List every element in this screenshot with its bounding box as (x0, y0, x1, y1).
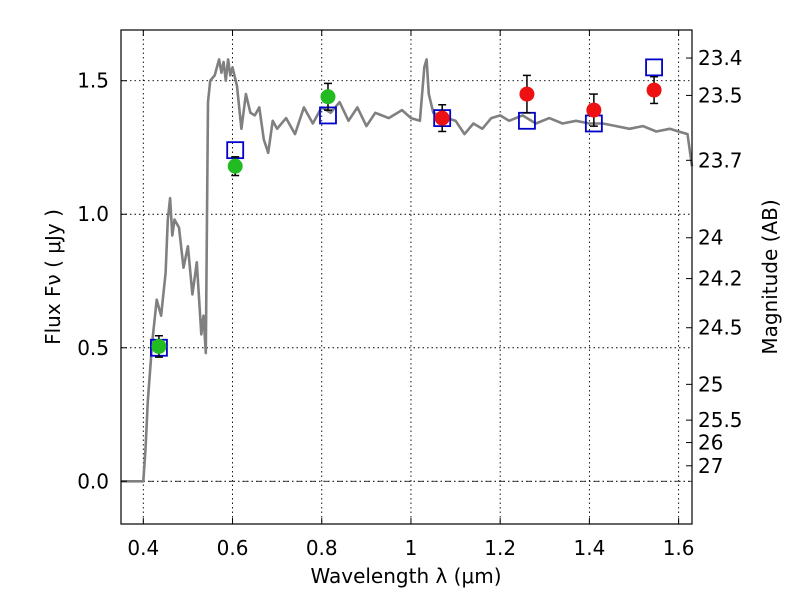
y-tick-label: 0.0 (77, 469, 109, 493)
model-photometry-markers (150, 58, 663, 357)
y-tick-label: 1.5 (77, 69, 109, 93)
observed-point (586, 102, 602, 118)
x-tick-label: 1.6 (663, 536, 695, 560)
observed-point (434, 110, 450, 126)
y2-tick-label: 25.5 (698, 408, 743, 432)
x-tick-label: 0.4 (127, 536, 159, 560)
observed-point (151, 338, 167, 354)
y2-tick-label: 26 (698, 431, 723, 455)
x-tick-label: 1.2 (484, 536, 516, 560)
y2-tick-label: 24.5 (698, 316, 743, 340)
observed-point (320, 89, 336, 105)
spectrum-line (121, 58, 694, 483)
y2-tick-label: 23.7 (698, 148, 743, 172)
y2-tick-label: 24 (698, 226, 723, 250)
y2-tick-label: 27 (698, 454, 723, 478)
y2-tick-label: 23.5 (698, 83, 743, 107)
x-tick-label: 1 (405, 536, 418, 560)
y-tick-label: 0.5 (77, 336, 109, 360)
observed-point (519, 86, 535, 102)
x-tick-label: 0.6 (217, 536, 249, 560)
y2-tick-label: 25 (698, 372, 723, 396)
model-square-point (226, 141, 245, 160)
plot-frame (120, 29, 693, 525)
y2-tick-label: 24.2 (698, 267, 743, 291)
observed-photometry-markers (151, 82, 662, 354)
y-tick-label: 1.0 (77, 202, 109, 226)
x-axis-title: Wavelength λ (μm) (310, 564, 501, 588)
x-axis-ticks: 0.4 0.6 0.8 1 1.2 1.4 1.6 (127, 30, 695, 560)
x-tick-label: 1.4 (573, 536, 605, 560)
y2-tick-label: 23.4 (698, 46, 743, 70)
model-spectrum (121, 58, 694, 483)
model-square-point (645, 58, 663, 77)
observed-point (227, 158, 243, 174)
x-tick-label: 0.8 (306, 536, 338, 560)
error-bars (154, 74, 659, 358)
y-axis-title: Flux Fν ( μJy ) (41, 209, 65, 345)
observed-point (646, 82, 662, 98)
y2-axis-title: Magnitude (AB) (758, 199, 782, 354)
y-axis-ticks: 0.0 0.5 1.0 1.5 (77, 69, 127, 493)
